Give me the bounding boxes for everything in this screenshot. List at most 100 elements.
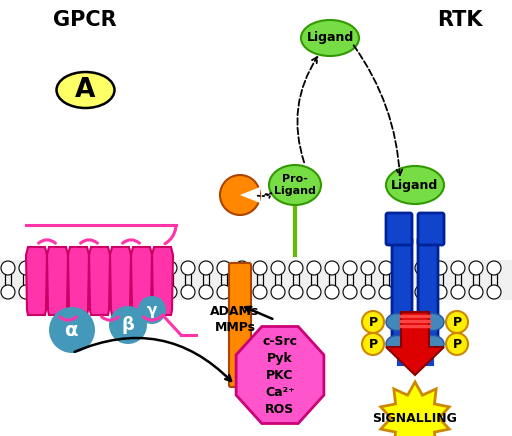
Polygon shape <box>381 382 449 436</box>
Circle shape <box>271 261 285 275</box>
Circle shape <box>325 261 339 275</box>
Circle shape <box>145 261 159 275</box>
Circle shape <box>55 285 69 299</box>
Circle shape <box>343 285 357 299</box>
Polygon shape <box>152 247 173 315</box>
Circle shape <box>487 285 501 299</box>
Circle shape <box>181 285 195 299</box>
Circle shape <box>49 307 95 353</box>
Circle shape <box>343 261 357 275</box>
Circle shape <box>199 261 213 275</box>
Circle shape <box>235 285 249 299</box>
Circle shape <box>145 285 159 299</box>
Text: Ligand: Ligand <box>306 31 354 44</box>
Ellipse shape <box>386 166 444 204</box>
Circle shape <box>487 261 501 275</box>
Circle shape <box>217 261 231 275</box>
Circle shape <box>1 285 15 299</box>
Circle shape <box>325 285 339 299</box>
Text: GPCR: GPCR <box>53 10 117 30</box>
Circle shape <box>307 261 321 275</box>
Circle shape <box>469 285 483 299</box>
Circle shape <box>91 285 105 299</box>
Circle shape <box>217 285 231 299</box>
Circle shape <box>37 285 51 299</box>
Ellipse shape <box>404 335 426 352</box>
Text: α: α <box>65 320 79 340</box>
Text: SIGNALLING: SIGNALLING <box>373 412 457 425</box>
FancyBboxPatch shape <box>418 213 444 245</box>
Ellipse shape <box>422 335 444 352</box>
Circle shape <box>289 261 303 275</box>
Circle shape <box>361 261 375 275</box>
Circle shape <box>163 285 177 299</box>
Ellipse shape <box>404 313 426 330</box>
Circle shape <box>1 261 15 275</box>
Circle shape <box>361 285 375 299</box>
Text: P: P <box>369 316 377 328</box>
Text: β: β <box>121 316 135 334</box>
Circle shape <box>127 285 141 299</box>
Circle shape <box>271 285 285 299</box>
Circle shape <box>289 285 303 299</box>
Circle shape <box>446 311 468 333</box>
Circle shape <box>379 261 393 275</box>
Polygon shape <box>89 247 110 315</box>
Text: RTK: RTK <box>437 10 483 30</box>
Text: P: P <box>453 337 461 351</box>
Circle shape <box>138 296 166 324</box>
Circle shape <box>235 261 249 275</box>
Circle shape <box>19 261 33 275</box>
Circle shape <box>109 261 123 275</box>
Text: Pro-
Ligand: Pro- Ligand <box>274 174 316 196</box>
Circle shape <box>19 285 33 299</box>
Circle shape <box>451 285 465 299</box>
Circle shape <box>397 261 411 275</box>
Circle shape <box>433 261 447 275</box>
Ellipse shape <box>386 335 408 352</box>
Ellipse shape <box>56 72 115 108</box>
Ellipse shape <box>422 313 444 330</box>
Circle shape <box>91 261 105 275</box>
Circle shape <box>415 285 429 299</box>
Text: γ: γ <box>147 303 157 317</box>
Text: ADAMs
MMPs: ADAMs MMPs <box>210 305 260 334</box>
Text: P: P <box>453 316 461 328</box>
Circle shape <box>433 285 447 299</box>
Text: Ligand: Ligand <box>391 178 439 191</box>
FancyBboxPatch shape <box>392 238 412 342</box>
Polygon shape <box>68 247 89 315</box>
Circle shape <box>220 175 260 215</box>
Circle shape <box>163 261 177 275</box>
Circle shape <box>253 261 267 275</box>
FancyArrow shape <box>386 312 444 375</box>
Circle shape <box>362 333 384 355</box>
Circle shape <box>73 285 87 299</box>
Circle shape <box>397 285 411 299</box>
Circle shape <box>55 261 69 275</box>
Polygon shape <box>131 247 152 315</box>
FancyBboxPatch shape <box>229 263 251 387</box>
Text: P: P <box>369 337 377 351</box>
Circle shape <box>446 333 468 355</box>
Circle shape <box>127 261 141 275</box>
Circle shape <box>362 311 384 333</box>
Circle shape <box>469 261 483 275</box>
Ellipse shape <box>269 165 321 205</box>
Circle shape <box>307 285 321 299</box>
Circle shape <box>37 261 51 275</box>
Circle shape <box>73 261 87 275</box>
Circle shape <box>181 261 195 275</box>
Circle shape <box>109 306 147 344</box>
Bar <box>0 260 512 300</box>
Ellipse shape <box>386 313 408 330</box>
Text: A: A <box>75 77 96 103</box>
Circle shape <box>415 261 429 275</box>
Ellipse shape <box>301 20 359 56</box>
Circle shape <box>379 285 393 299</box>
Circle shape <box>451 261 465 275</box>
Polygon shape <box>47 247 68 315</box>
Polygon shape <box>110 247 131 315</box>
FancyBboxPatch shape <box>418 238 438 342</box>
FancyBboxPatch shape <box>386 213 412 245</box>
